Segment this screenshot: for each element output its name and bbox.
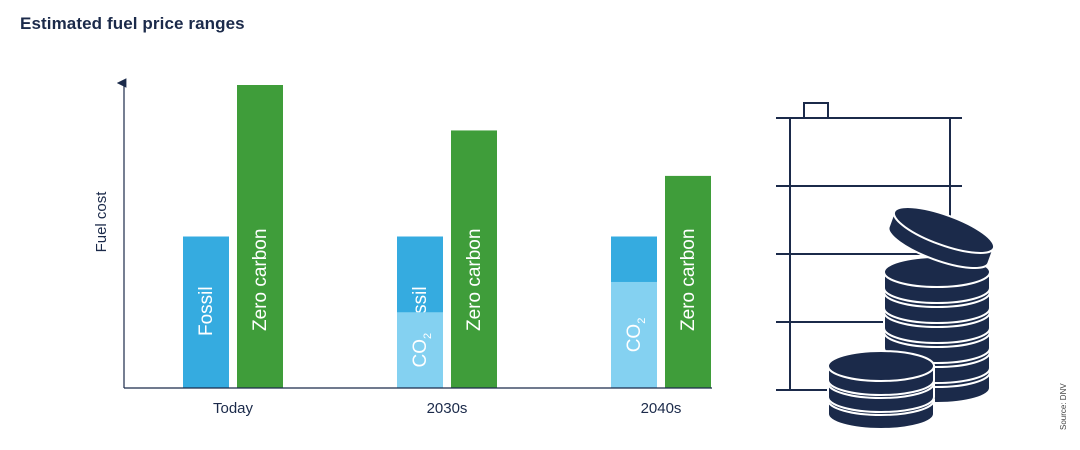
coin [887,206,996,269]
x-tick-label: Today [213,400,254,417]
bar-segment-zero-carbon [237,85,283,388]
barrel-cap [803,102,829,119]
x-tick-label: 2030s [427,400,468,417]
y-axis-title: Fuel cost [93,191,110,253]
bar-segment-zero-carbon [665,175,711,388]
chart-title: Estimated fuel price ranges [20,14,245,33]
x-tick-label: 2040s [641,400,682,417]
bar-segment-co2 [611,281,657,388]
bar-label-zero-carbon: Zero carbon [678,229,699,331]
bar-segment-co2 [397,312,443,388]
bar-label-zero-carbon: Zero carbon [250,229,271,331]
source-note: Source: DNV [1059,383,1068,430]
bar-label-fossil: Fossil [196,286,217,336]
bar-segment-zero-carbon [451,130,497,388]
bar-label-zero-carbon: Zero carbon [464,229,485,331]
coin [827,350,935,396]
x-tick-labels: Today 2030s 2040s [213,400,681,417]
co2-label: CO2 [410,333,434,368]
bar-segment-fossil [183,236,229,388]
co2-label: CO2 [624,318,648,353]
coin-stacks-icon [827,206,996,430]
